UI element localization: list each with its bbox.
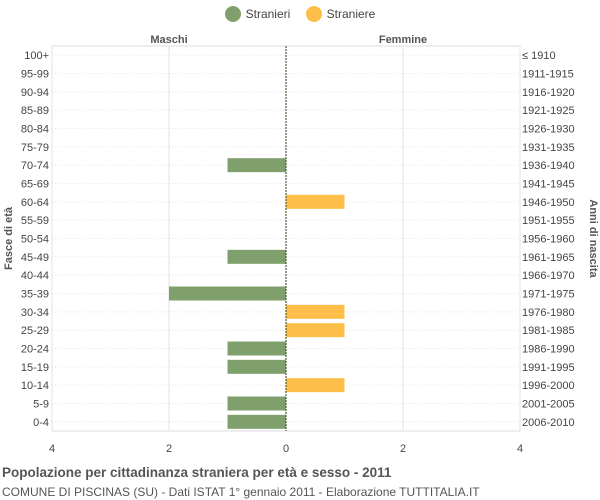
birth-year-label: 1951-1955 bbox=[522, 215, 575, 227]
birth-year-label: 1941-1945 bbox=[522, 179, 575, 191]
age-label: 100+ bbox=[24, 50, 49, 62]
bar-stranieri-20-24 bbox=[227, 341, 286, 356]
legend-label-straniere: Straniere bbox=[326, 7, 376, 21]
age-label: 35-39 bbox=[21, 289, 49, 301]
age-label: 45-49 bbox=[21, 252, 49, 264]
birth-year-label: 1986-1990 bbox=[522, 344, 575, 356]
age-label: 55-59 bbox=[21, 215, 49, 227]
age-label: 40-44 bbox=[21, 270, 49, 282]
right-header-label: Femmine bbox=[379, 34, 427, 46]
bar-stranieri-35-39 bbox=[169, 286, 286, 301]
left-header-label: Maschi bbox=[150, 34, 187, 46]
birth-year-label: 1936-1940 bbox=[522, 160, 575, 172]
age-label: 70-74 bbox=[21, 160, 49, 172]
y-axis-label-right: Anni di nascita bbox=[587, 199, 599, 278]
birth-year-label: 1956-1960 bbox=[522, 234, 575, 246]
bar-straniere-60-64 bbox=[286, 194, 345, 209]
birth-year-label: 1916-1920 bbox=[522, 87, 575, 99]
x-tick-label: 4 bbox=[517, 443, 523, 455]
legend-label-stranieri: Stranieri bbox=[245, 7, 291, 21]
birth-year-label: 1946-1950 bbox=[522, 197, 575, 209]
birth-year-label: 1991-1995 bbox=[522, 362, 575, 374]
birth-year-label: 1971-1975 bbox=[522, 289, 575, 301]
legend-swatch-stranieri bbox=[224, 6, 241, 22]
age-label: 80-84 bbox=[21, 124, 49, 136]
birth-year-label: 1911-1915 bbox=[522, 69, 574, 81]
age-label: 90-94 bbox=[21, 87, 49, 99]
age-label: 5-9 bbox=[33, 399, 49, 411]
chart-source: COMUNE DI PISCINAS (SU) - Dati ISTAT 1° … bbox=[2, 485, 480, 499]
age-label: 75-79 bbox=[21, 142, 49, 154]
birth-year-label: 2001-2005 bbox=[522, 399, 575, 411]
x-tick-label: 2 bbox=[400, 443, 406, 455]
bar-stranieri-70-74 bbox=[227, 158, 286, 173]
y-axis-label-left: Fasce di età bbox=[3, 206, 15, 270]
birth-year-label: 1966-1970 bbox=[522, 270, 575, 282]
age-label: 25-29 bbox=[21, 325, 49, 337]
bar-straniere-30-34 bbox=[286, 304, 345, 319]
age-label: 30-34 bbox=[21, 307, 49, 319]
bar-stranieri-5-9 bbox=[227, 396, 286, 411]
birth-year-label: ≤ 1910 bbox=[522, 50, 556, 62]
age-label: 60-64 bbox=[21, 197, 49, 209]
age-label: 85-89 bbox=[21, 105, 49, 117]
bar-straniere-25-29 bbox=[286, 323, 345, 338]
birth-year-label: 1926-1930 bbox=[522, 124, 575, 136]
bar-stranieri-15-19 bbox=[227, 359, 286, 374]
age-label: 15-19 bbox=[21, 362, 49, 374]
age-label: 10-14 bbox=[21, 380, 49, 392]
bar-stranieri-0-4 bbox=[227, 414, 286, 429]
legend-item-straniere[interactable]: Straniere bbox=[305, 6, 376, 22]
population-pyramid-chart: Maschi Femmine 100+ ≤ 1910 95-99 1911-1915 90-… bbox=[3, 34, 599, 455]
x-tick-label: 2 bbox=[166, 443, 172, 455]
birth-year-label: 1981-1985 bbox=[522, 325, 575, 337]
bar-straniere-10-14 bbox=[286, 378, 345, 393]
legend: Stranieri Straniere bbox=[0, 6, 600, 25]
age-label: 50-54 bbox=[21, 234, 49, 246]
age-label: 65-69 bbox=[21, 179, 49, 191]
age-label: 0-4 bbox=[33, 417, 49, 429]
birth-year-label: 1996-2000 bbox=[522, 380, 575, 392]
age-label: 95-99 bbox=[21, 69, 49, 81]
age-label: 20-24 bbox=[21, 344, 49, 356]
birth-year-label: 2006-2010 bbox=[522, 417, 575, 429]
birth-year-label: 1921-1925 bbox=[522, 105, 575, 117]
chart-title: Popolazione per cittadinanza straniera p… bbox=[2, 465, 392, 480]
legend-swatch-straniere bbox=[305, 6, 322, 22]
birth-year-label: 1976-1980 bbox=[522, 307, 575, 319]
x-tick-label: 0 bbox=[283, 443, 289, 455]
birth-year-label: 1961-1965 bbox=[522, 252, 575, 264]
bar-stranieri-45-49 bbox=[227, 249, 286, 264]
x-tick-label: 4 bbox=[49, 443, 55, 455]
birth-year-label: 1931-1935 bbox=[522, 142, 575, 154]
legend-item-stranieri[interactable]: Stranieri bbox=[224, 6, 291, 22]
